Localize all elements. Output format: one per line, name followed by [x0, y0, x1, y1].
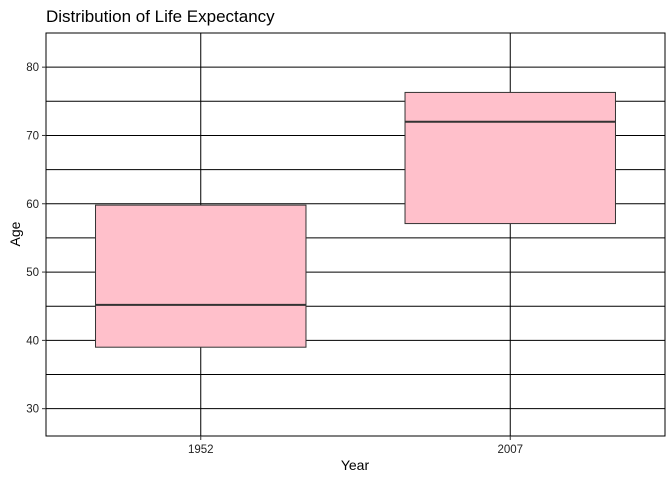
y-tick-label: 40 [26, 335, 39, 347]
chart-title: Distribution of Life Expectancy [46, 7, 275, 26]
y-tick-label: 50 [26, 267, 39, 279]
y-tick-label: 30 [26, 404, 39, 416]
panel-border [45, 32, 666, 437]
x-tick-label: 1952 [188, 444, 214, 456]
box-1952 [95, 204, 307, 348]
box-2007 [404, 91, 616, 225]
y-axis-ticks: 30 40 50 60 70 80 [26, 62, 46, 416]
y-tick-label: 80 [26, 62, 39, 74]
x-axis-ticks: 1952 2007 [188, 436, 523, 456]
x-tick-label: 2007 [497, 444, 523, 456]
y-axis-title: Age [7, 221, 23, 246]
y-tick-label: 70 [26, 130, 39, 142]
x-axis-title: Year [341, 457, 370, 473]
box-layer [95, 91, 616, 348]
y-tick-label: 60 [26, 199, 39, 211]
